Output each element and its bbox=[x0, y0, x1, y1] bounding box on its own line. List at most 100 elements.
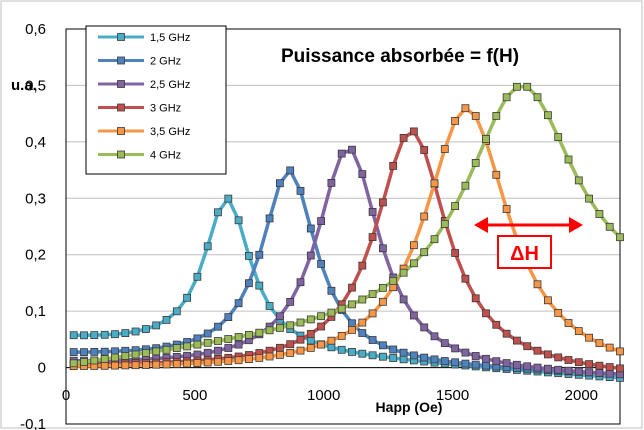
series-marker bbox=[606, 370, 613, 377]
series-marker bbox=[421, 213, 428, 220]
series-marker bbox=[462, 182, 469, 189]
series-marker bbox=[142, 362, 149, 369]
series-marker bbox=[359, 262, 366, 269]
series-marker bbox=[204, 359, 211, 366]
series-marker bbox=[153, 361, 160, 368]
series-marker bbox=[328, 337, 335, 344]
series-marker bbox=[225, 314, 232, 321]
series-marker bbox=[452, 250, 459, 257]
series-marker bbox=[112, 331, 119, 338]
series-marker bbox=[153, 322, 160, 329]
series-marker bbox=[369, 352, 376, 359]
series-marker bbox=[359, 350, 366, 357]
series-marker bbox=[235, 300, 242, 307]
series-marker bbox=[225, 195, 232, 202]
series-marker bbox=[617, 234, 624, 241]
series-marker bbox=[153, 348, 160, 355]
legend-swatch-marker bbox=[118, 34, 125, 41]
series-marker bbox=[565, 156, 572, 163]
x-tick-label: 1000 bbox=[307, 387, 340, 404]
series-marker bbox=[70, 360, 77, 367]
series-marker bbox=[163, 316, 170, 323]
series-marker bbox=[410, 128, 417, 135]
series-marker bbox=[359, 319, 366, 326]
series-marker bbox=[369, 337, 376, 344]
series-marker bbox=[513, 83, 520, 90]
series-marker bbox=[462, 275, 469, 282]
series-marker bbox=[297, 187, 304, 194]
series-marker bbox=[606, 344, 613, 351]
series-marker bbox=[575, 359, 582, 366]
series-marker bbox=[472, 353, 479, 360]
series-marker bbox=[81, 349, 88, 356]
series-marker bbox=[132, 362, 139, 369]
series-marker bbox=[101, 348, 108, 355]
series-marker bbox=[596, 362, 603, 369]
legend: 1,5 GHz2 GHz2,5 GHz3 GHz3,5 GHz4 GHz bbox=[86, 26, 226, 174]
series-marker bbox=[287, 349, 294, 356]
series-marker bbox=[421, 324, 428, 331]
series-marker bbox=[266, 353, 273, 360]
series-marker bbox=[349, 326, 356, 333]
legend-entry-label: 3,5 GHz bbox=[150, 126, 190, 138]
legend-swatch-marker bbox=[118, 151, 125, 158]
series-marker bbox=[452, 345, 459, 352]
series-marker bbox=[287, 341, 294, 348]
legend-swatch-marker bbox=[118, 104, 125, 111]
series-marker bbox=[173, 361, 180, 368]
series-marker bbox=[328, 287, 335, 294]
series-marker bbox=[379, 342, 386, 349]
series-marker bbox=[493, 358, 500, 365]
series-marker bbox=[112, 354, 119, 361]
series-marker bbox=[142, 350, 149, 357]
series-marker bbox=[410, 260, 417, 267]
series-marker bbox=[410, 312, 417, 319]
series-marker bbox=[307, 252, 314, 259]
series-marker bbox=[349, 146, 356, 153]
series-marker bbox=[379, 353, 386, 360]
series-marker bbox=[606, 223, 613, 230]
series-marker bbox=[307, 316, 314, 323]
series-marker bbox=[132, 351, 139, 358]
series-marker bbox=[122, 330, 129, 337]
series-marker bbox=[122, 353, 129, 360]
series-marker bbox=[204, 349, 211, 356]
series-marker bbox=[421, 147, 428, 154]
y-tick-label: 0 bbox=[38, 360, 46, 377]
series-marker bbox=[596, 211, 603, 218]
series-marker bbox=[276, 180, 283, 187]
y-tick-label: 0,3 bbox=[25, 190, 46, 207]
series-marker bbox=[318, 218, 325, 225]
series-marker bbox=[359, 296, 366, 303]
series-marker bbox=[328, 309, 335, 316]
series-marker bbox=[544, 297, 551, 304]
series-marker bbox=[400, 296, 407, 303]
series-marker bbox=[184, 294, 191, 301]
series-marker bbox=[215, 338, 222, 345]
legend-entry-label: 2 GHz bbox=[150, 56, 181, 68]
series-marker bbox=[276, 313, 283, 320]
series-marker bbox=[173, 308, 180, 315]
series-marker bbox=[503, 360, 510, 367]
delta-h-label: ΔH bbox=[510, 243, 539, 265]
series-marker bbox=[390, 355, 397, 362]
series-marker bbox=[575, 177, 582, 184]
series-marker bbox=[163, 346, 170, 353]
series-marker bbox=[410, 242, 417, 249]
x-tick-label: 2000 bbox=[565, 387, 598, 404]
series-marker bbox=[338, 346, 345, 353]
series-marker bbox=[369, 234, 376, 241]
series-marker bbox=[555, 134, 562, 141]
series-marker bbox=[441, 146, 448, 153]
series-marker bbox=[338, 332, 345, 339]
series-marker bbox=[483, 362, 490, 369]
series-marker bbox=[483, 355, 490, 362]
series-marker bbox=[194, 341, 201, 348]
series-marker bbox=[256, 282, 263, 289]
legend-entry-label: 2,5 GHz bbox=[150, 79, 190, 91]
series-marker bbox=[245, 280, 252, 287]
series-marker bbox=[318, 313, 325, 320]
series-marker bbox=[215, 323, 222, 330]
series-marker bbox=[287, 298, 294, 305]
